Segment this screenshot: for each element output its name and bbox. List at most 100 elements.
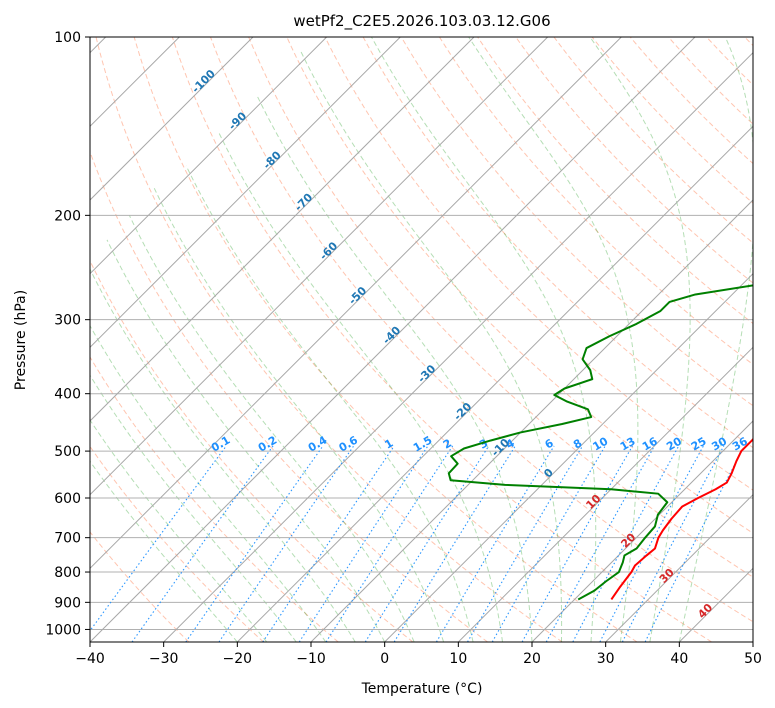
y-tick-label: 300 (54, 313, 81, 329)
mixing-ratio-line (545, 445, 656, 642)
isotherm-line (90, 37, 475, 422)
mixing-ratio-line (491, 445, 606, 642)
isotherm-label: -90 (226, 109, 249, 132)
isotherm-label: -50 (346, 284, 369, 307)
dry-adiabat-line (744, 37, 753, 47)
dry-adiabat-line (591, 37, 753, 204)
moist-adiabat-line (678, 37, 753, 642)
y-tick-label: 900 (54, 595, 81, 611)
mixing-ratio-line (621, 445, 725, 642)
isotherm-label: -60 (317, 239, 340, 262)
y-tick-label: 500 (54, 444, 81, 460)
moist-adiabat-line (90, 268, 356, 642)
warm-isotherm-label: 10 (583, 492, 603, 512)
dry-adiabat-line (286, 37, 753, 534)
isotherm-line (457, 346, 753, 642)
y-tick-label: 100 (54, 30, 81, 46)
mixing-ratio-label: 6 (543, 436, 556, 451)
dewpoint-profile-line (447, 284, 753, 601)
mixing-ratio-line (325, 445, 454, 642)
moist-adiabat-line (218, 132, 504, 642)
moist-adiabat-line (90, 419, 268, 642)
dry-adiabat-line (171, 37, 712, 642)
dry-adiabat-line (133, 37, 638, 642)
isotherm-label: -100 (189, 67, 218, 96)
x-tick-label: 50 (744, 651, 762, 667)
mixing-ratio-line (364, 445, 490, 642)
dry-adiabat-line (90, 150, 488, 642)
temperature-profile-line (610, 437, 753, 601)
moist-adiabat-line (468, 37, 639, 642)
isotherm-line (752, 641, 753, 642)
y-tick-label: 1000 (45, 622, 81, 638)
moist-adiabat-line (299, 49, 563, 642)
isotherm-line (90, 37, 696, 642)
y-tick-label: 400 (54, 387, 81, 403)
sounding-profiles (447, 284, 753, 601)
dry-adiabat-line (553, 37, 753, 244)
mixing-ratio-label: 1 (382, 437, 395, 452)
moist-adiabat-line (255, 94, 533, 642)
isotherm-label: -80 (261, 148, 284, 171)
isotherm-line (90, 37, 549, 496)
isotherm-line (678, 567, 753, 642)
y-tick-label: 800 (54, 565, 81, 581)
chart-title: wetPf2_C2E5.2026.103.03.12.G06 (293, 12, 550, 31)
isotherm-label: -40 (380, 324, 403, 347)
y-axis-label: Pressure (hPa) (13, 290, 29, 390)
isotherm-label: -20 (451, 400, 474, 423)
isotherm-line (236, 125, 753, 642)
mixing-ratio-line (393, 445, 516, 642)
plot-frame (89, 36, 754, 643)
moist-adiabats (90, 37, 753, 642)
moist-adiabat-line (153, 188, 445, 642)
dry-adiabat-line (362, 37, 753, 449)
mixing-ratio-line (185, 445, 324, 642)
isotherm-line (310, 199, 753, 642)
x-tick-label: 10 (449, 651, 467, 667)
mixing-ratio-line (572, 445, 680, 642)
isotherm-line (531, 420, 753, 642)
mixing-ratio-line (90, 445, 227, 632)
y-tick-label: 200 (54, 208, 81, 224)
dry-adiabat-line (90, 356, 339, 642)
isotherm-line (90, 37, 328, 275)
dry-adiabat-line (515, 37, 753, 284)
mixing-ratio-line (644, 445, 746, 642)
mixing-ratio-lines (90, 445, 746, 642)
moist-adiabat-line (90, 374, 297, 642)
dry-adiabat-line (477, 37, 753, 325)
x-axis-label: Temperature (°C) (361, 681, 483, 697)
mixing-ratio-line (467, 445, 584, 642)
isotherm-line (90, 37, 401, 349)
isotherm-line (163, 51, 753, 642)
warm-isotherm-label: 40 (695, 601, 715, 621)
isotherm-line (384, 272, 753, 642)
mixing-ratio-line (131, 445, 274, 642)
dry-adiabat-line (324, 37, 753, 491)
x-tick-label: −10 (296, 651, 326, 667)
y-axis: 100 200 300 400 500 600 700 800 900 1000 (45, 30, 90, 638)
mixing-ratio-line (218, 445, 355, 642)
dry-adiabat-line (439, 37, 753, 366)
x-tick-label: −40 (75, 651, 105, 667)
plot-area: 0.1 0.2 0.4 0.6 1 1.5 2 3 4 6 8 10 13 16 20 25 30 36-100-… (90, 37, 753, 642)
moist-adiabat-line (128, 215, 415, 642)
moist-adiabat-line (90, 460, 238, 642)
x-tick-label: 30 (597, 651, 615, 667)
mixing-ratio-line (435, 445, 555, 642)
x-axis: −40 −30 −20 −10 0 10 20 30 40 50 (75, 642, 762, 667)
isotherm-label: -70 (292, 190, 315, 213)
mixing-ratio-line (262, 445, 395, 642)
x-tick-label: 0 (380, 651, 389, 667)
y-tick-label: 600 (54, 491, 81, 507)
mixing-ratio-line (599, 445, 704, 642)
dry-adiabat-line (90, 259, 414, 642)
moist-adiabat-line (90, 324, 327, 642)
moist-adiabat-line (371, 37, 597, 642)
isotherm-line (605, 493, 753, 642)
warm-isotherm-label: 20 (618, 530, 638, 550)
isotherms (90, 37, 753, 642)
mixing-ratio-line (298, 445, 429, 642)
